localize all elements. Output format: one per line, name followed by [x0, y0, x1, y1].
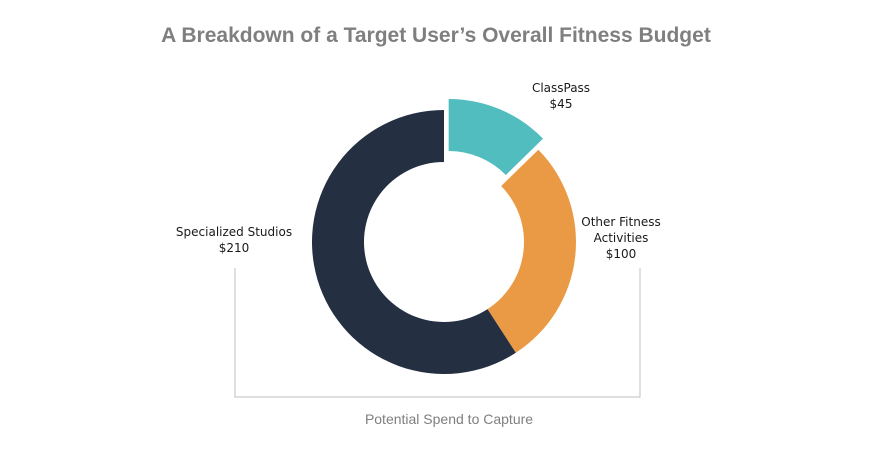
- donut-slices: [312, 98, 576, 374]
- slice-labels: ClassPass $45 Other Fitness Activities $100 S…: [176, 81, 661, 261]
- slice-classpass: [448, 98, 544, 175]
- label-classpass: ClassPass $45: [532, 81, 590, 111]
- spend-bracket: Potential Spend to Capture: [234, 268, 641, 427]
- label-specialized-studios: Specialized Studios $210: [176, 225, 292, 255]
- chart-title: A Breakdown of a Target User’s Overall F…: [161, 24, 711, 47]
- slice-other-fitness-activities: [487, 149, 576, 353]
- bracket-label: Potential Spend to Capture: [365, 411, 533, 427]
- label-other-fitness-activities: Other Fitness Activities $100: [581, 215, 660, 261]
- slice-specialized-studios: [312, 110, 516, 374]
- bracket-line: [234, 268, 641, 398]
